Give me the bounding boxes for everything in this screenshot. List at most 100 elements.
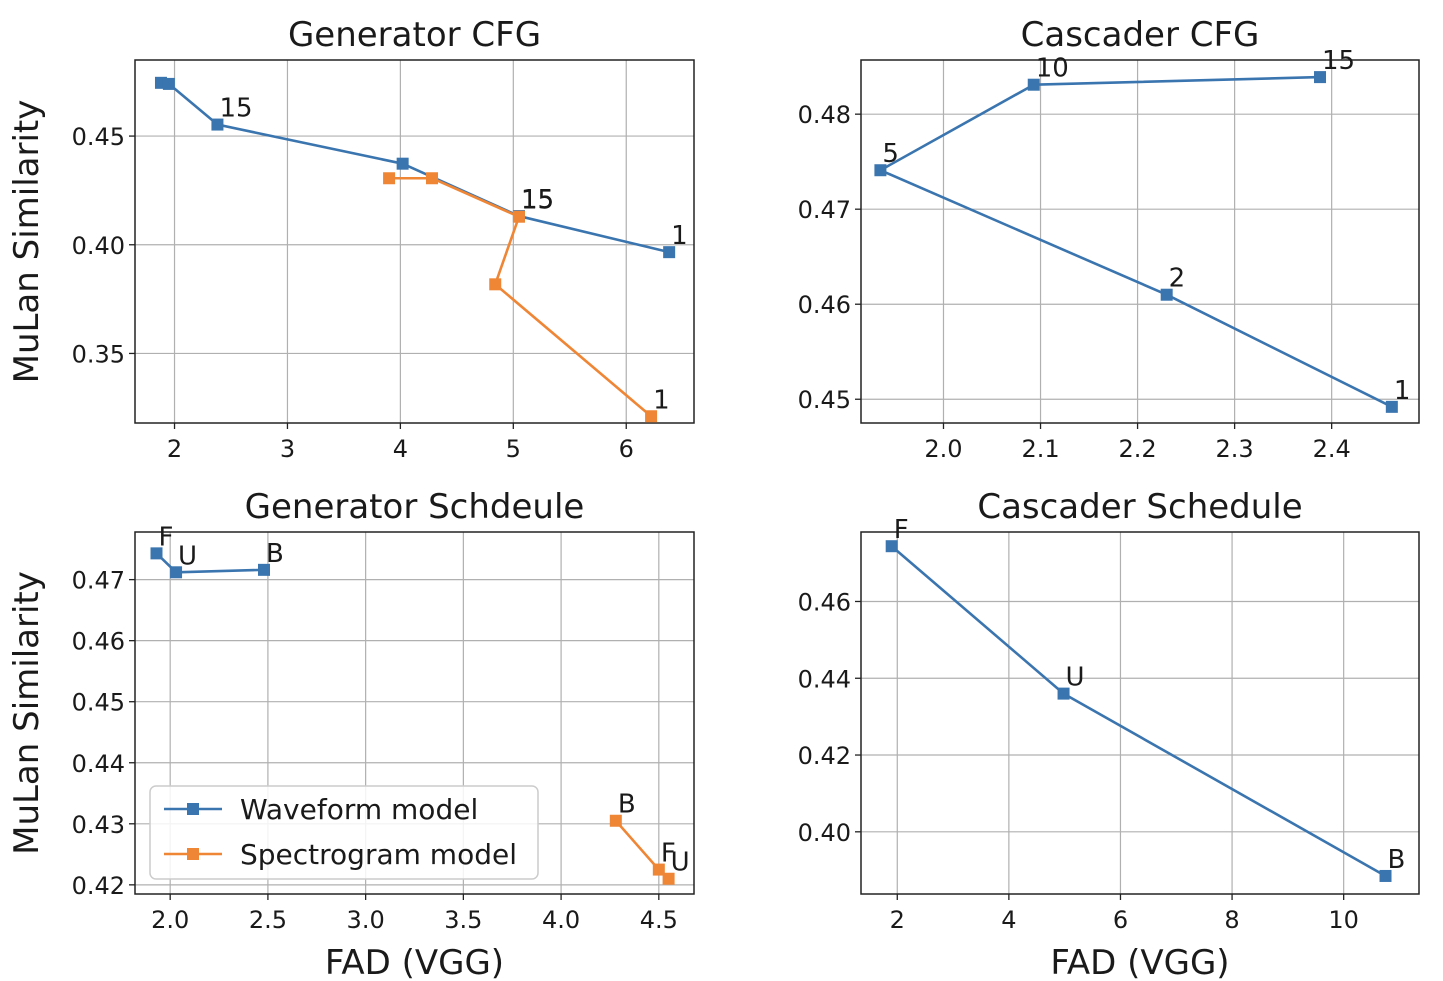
legend-marker: [187, 848, 199, 860]
point-annotation: B: [1388, 845, 1406, 875]
point-annotation: F: [159, 522, 174, 552]
x-tick-label: 2.2: [1118, 435, 1156, 463]
data-point: [512, 210, 525, 223]
plot-frame: [134, 59, 695, 424]
x-tick-label: 2.0: [924, 435, 962, 463]
x-tick-label: 4.0: [542, 906, 580, 934]
y-tick-label: 0.44: [72, 750, 125, 778]
panel-3: 2.0 2.5 3.0 3.5 4.0 4.5 0.42 0.43 0.44 0.45 0.46 0.…: [7, 487, 695, 981]
point-annotation: 10: [1036, 54, 1069, 84]
x-tick-label: 2: [890, 906, 905, 934]
point-annotation: U: [671, 848, 690, 878]
plot-frame: [860, 531, 1420, 895]
data-point: [1385, 400, 1398, 413]
point-annotation: 5: [882, 139, 899, 169]
legend-box: [149, 785, 539, 880]
chart-title: Generator Schdeule: [245, 487, 585, 527]
point-annotation: 15: [521, 186, 554, 216]
data-point: [1314, 71, 1327, 84]
series-spectrogram-model: 15 1: [383, 172, 670, 423]
x-tick-label: 6: [619, 435, 634, 463]
data-point: [609, 814, 622, 827]
point-annotation: 2: [1169, 264, 1186, 294]
data-point: [396, 157, 409, 170]
data-point: [652, 863, 665, 876]
point-annotation: 15: [219, 94, 252, 124]
series-spectrogram-model: BFU: [609, 790, 690, 885]
point-annotation: U: [178, 541, 197, 571]
point-annotation: 1: [671, 221, 688, 251]
legend-entry: Spectrogram model: [240, 838, 517, 871]
x-tick-label: 2.5: [249, 906, 287, 934]
y-tick-label: 0.48: [798, 101, 851, 129]
y-tick-label: 0.35: [72, 340, 125, 368]
panel-1: 2 3 4 5 6 0.35 0.40 0.45 Generator CFG MuLan Simi…: [7, 15, 695, 463]
y-tick-label: 0.45: [798, 386, 851, 414]
y-tick-label: 0.44: [798, 665, 851, 693]
chart-title: Cascader CFG: [1021, 15, 1260, 55]
point-annotation: 1: [1394, 376, 1411, 406]
x-tick-label: 2.4: [1313, 435, 1351, 463]
data-point: [663, 246, 676, 259]
x-tick-label: 4: [1001, 906, 1016, 934]
y-tick-label: 0.47: [798, 196, 851, 224]
y-tick-label: 0.43: [72, 811, 125, 839]
y-axis-label: MuLan Similarity: [7, 100, 47, 384]
x-tick-label: 2.0: [151, 906, 189, 934]
x-tick-label: 4.5: [640, 906, 678, 934]
x-tick-label: 2: [167, 435, 182, 463]
x-axis-label: FAD (VGG): [1050, 943, 1229, 981]
x-tick-label: 2.3: [1216, 435, 1254, 463]
data-point: [383, 172, 396, 185]
point-annotation: 15: [521, 185, 554, 215]
data-point: [874, 164, 887, 177]
y-tick-label: 0.42: [72, 872, 125, 900]
data-point: [426, 172, 439, 185]
y-tick-label: 0.40: [798, 819, 851, 847]
x-tick-label: 6: [1113, 906, 1128, 934]
plot-frame: [860, 59, 1420, 424]
legend-marker: [187, 803, 199, 815]
panel-2: 2.0 2.1 2.2 2.3 2.4 0.45 0.46 0.47 0.48 Cascader …: [798, 15, 1420, 463]
data-point: [1057, 687, 1070, 700]
point-annotation: 15: [1322, 46, 1355, 76]
data-point: [662, 872, 675, 885]
data-point: [885, 540, 898, 553]
point-annotation: F: [661, 839, 676, 869]
plot-frame: [134, 531, 695, 895]
data-point: [211, 118, 224, 131]
data-point: [1160, 288, 1173, 301]
data-point: [645, 410, 658, 423]
data-point: [489, 278, 502, 291]
x-tick-label: 5: [506, 435, 521, 463]
data-point: [258, 563, 270, 576]
point-annotation: 1: [653, 385, 670, 415]
point-annotation: U: [1066, 663, 1085, 693]
data-point: [162, 77, 175, 90]
y-tick-label: 0.46: [798, 291, 851, 319]
series-waveform-model: FU B: [150, 522, 284, 579]
series-line: [879, 75, 1393, 409]
x-axis-label: FAD (VGG): [325, 943, 504, 981]
chart-title: Cascader Schedule: [977, 487, 1302, 527]
x-tick-label: 4: [393, 435, 408, 463]
data-point: [1027, 78, 1040, 91]
y-tick-label: 0.47: [72, 567, 125, 595]
x-tick-label: 10: [1328, 906, 1359, 934]
y-tick-label: 0.46: [72, 628, 125, 656]
y-tick-label: 0.46: [798, 588, 851, 616]
series-waveform-model: 1 2 5 10 15: [874, 46, 1410, 413]
x-tick-label: 8: [1224, 906, 1239, 934]
data-point: [170, 566, 183, 579]
y-axis-label: MuLan Similarity: [7, 571, 47, 855]
y-tick-label: 0.45: [72, 689, 125, 717]
series-line: [890, 545, 1387, 878]
x-tick-label: 2.1: [1021, 435, 1059, 463]
data-point: [1379, 869, 1392, 882]
chart-title: Generator CFG: [288, 15, 541, 55]
data-point: [150, 547, 163, 560]
point-annotation: F: [894, 515, 909, 545]
point-annotation: B: [266, 539, 284, 569]
